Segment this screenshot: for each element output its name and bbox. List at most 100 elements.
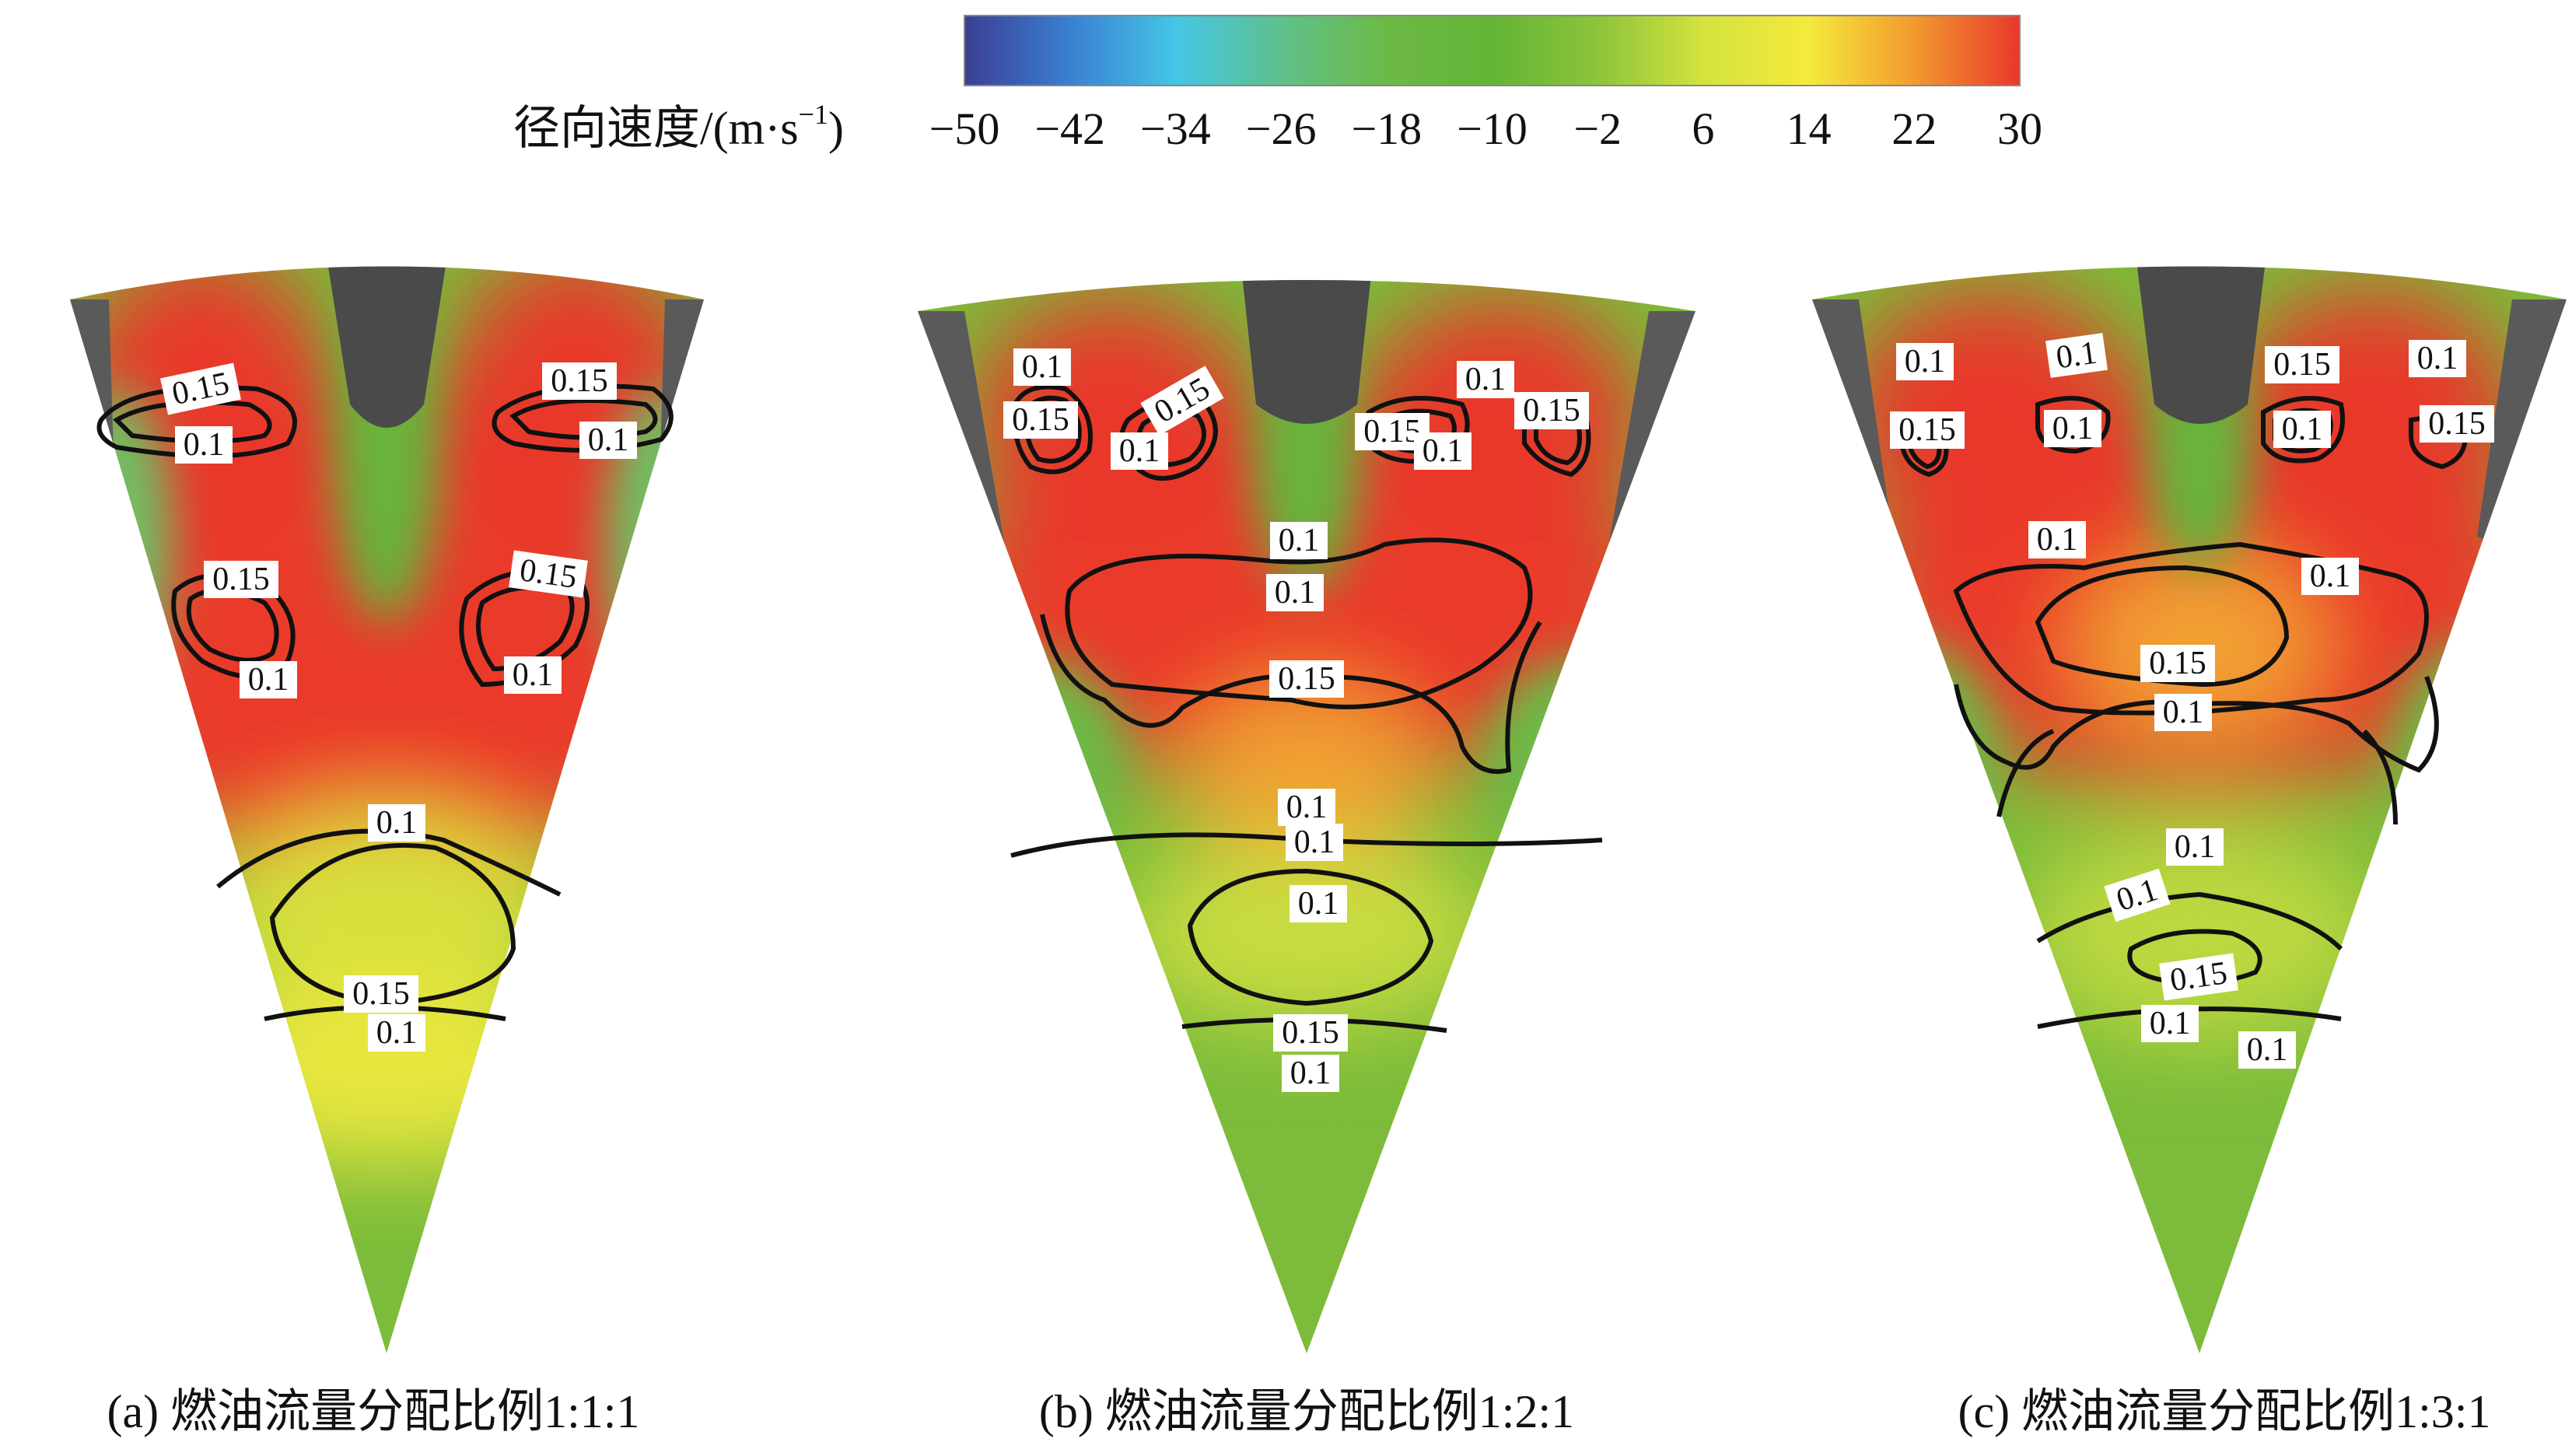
- svg-text:0.15: 0.15: [1363, 414, 1421, 450]
- contour-label: 0.1: [1111, 432, 1168, 470]
- colorbar-title-sup: −1: [799, 99, 828, 130]
- panel-b: 0.10.15 0.150.10.150.10.10.150.10.10.150.…: [918, 280, 1695, 1437]
- panel-a-caption: (a) 燃油流量分配比例1:1:1: [107, 1386, 640, 1437]
- colorbar-title-end: ): [828, 103, 844, 154]
- svg-text:0.1: 0.1: [2054, 335, 2099, 376]
- colorbar-title: 径向速度/(m·s−1): [513, 99, 844, 154]
- contour-label: 0.15: [1890, 411, 1965, 449]
- svg-text:0.1: 0.1: [376, 805, 418, 841]
- contour-label: 0.1: [504, 656, 562, 694]
- svg-text:0.1: 0.1: [2163, 695, 2204, 730]
- colorbar-tick-label: 6: [1692, 103, 1714, 154]
- colorbar-tick-label: −50: [929, 103, 1000, 154]
- svg-text:0.1: 0.1: [2310, 558, 2351, 594]
- svg-text:0.1: 0.1: [2150, 1006, 2191, 1041]
- svg-text:0.1: 0.1: [1905, 344, 1946, 380]
- contour-label: 0.1: [2273, 411, 2331, 448]
- panel-c-contour-labels: 0.1 0.15 0.1 0.1 0.15 0.1 0.1 0.15 0.1 0.1 0.15 0.1…: [1890, 333, 2494, 1069]
- colorbar-tick-label: −34: [1140, 103, 1211, 154]
- colorbar-ticks: −50 −42 −34 −26 −18 −10 −2 6 14 22 30: [929, 103, 2042, 154]
- contour-label: 0.15: [204, 561, 278, 598]
- svg-text:0.15: 0.15: [1012, 402, 1069, 438]
- colorbar: 径向速度/(m·s−1) −50 −42 −34 −26 −18 −10 −2 6 14 22 30: [513, 15, 2042, 154]
- contour-label: 0.15: [1355, 413, 1429, 450]
- svg-text:0.1: 0.1: [1298, 886, 1339, 922]
- svg-text:0.1: 0.1: [1286, 789, 1328, 825]
- contour-label: 0.1: [1289, 885, 1347, 922]
- colorbar-tick-label: −42: [1034, 103, 1105, 154]
- svg-text:0.15: 0.15: [1282, 1015, 1339, 1051]
- svg-text:0.1: 0.1: [1290, 1055, 1331, 1091]
- contour-label: 0.1: [1457, 361, 1514, 398]
- svg-text:0.15: 0.15: [2149, 646, 2206, 681]
- contour-label: 0.1: [1270, 522, 1328, 559]
- svg-text:0.15: 0.15: [2168, 955, 2229, 999]
- contour-label: 0.15: [2159, 953, 2238, 1001]
- contour-label: 0.1: [2028, 521, 2086, 558]
- panel-a-field: [70, 266, 704, 1353]
- svg-text:0.1: 0.1: [376, 1015, 418, 1051]
- contour-label: 0.15: [2420, 405, 2494, 443]
- contour-label: 0.15: [1003, 401, 1078, 439]
- contour-label: 0.15: [1273, 1014, 1348, 1052]
- contour-label: 0.1: [2045, 333, 2108, 378]
- colorbar-tick-label: −18: [1351, 103, 1422, 154]
- svg-text:0.1: 0.1: [1294, 824, 1335, 860]
- svg-text:0.1: 0.1: [2175, 829, 2216, 865]
- panel-b-caption: (b) 燃油流量分配比例1:2:1: [1039, 1386, 1574, 1437]
- contour-label: 0.1: [368, 804, 425, 842]
- colorbar-tick-label: 30: [1997, 103, 2042, 154]
- contour-label: 0.1: [175, 426, 233, 464]
- contour-label: 0.1: [2166, 828, 2224, 866]
- contour-label: 0.1: [368, 1014, 425, 1052]
- svg-text:0.1: 0.1: [248, 662, 289, 698]
- svg-text:0.1: 0.1: [1275, 575, 1316, 611]
- contour-label: 0.1: [2238, 1031, 2296, 1069]
- contour-label: 0.1: [2301, 558, 2359, 595]
- contour-label: 0.15: [509, 550, 588, 598]
- panel-c-caption: (c) 燃油流量分配比例1:3:1: [1958, 1386, 2491, 1437]
- contour-label: 0.1: [2141, 1005, 2199, 1042]
- svg-text:0.1: 0.1: [2417, 341, 2458, 376]
- colorbar-tick-label: −10: [1457, 103, 1527, 154]
- colorbar-tick-label: −2: [1573, 103, 1622, 154]
- contour-label: 0.1: [2409, 340, 2466, 377]
- svg-text:0.1: 0.1: [1279, 523, 1320, 558]
- svg-text:0.15: 0.15: [2428, 406, 2486, 442]
- colorbar-tick-label: 14: [1786, 103, 1832, 154]
- svg-text:0.1: 0.1: [2037, 522, 2078, 558]
- svg-text:0.1: 0.1: [513, 657, 554, 693]
- svg-text:0.1: 0.1: [588, 422, 629, 458]
- svg-text:0.15: 0.15: [1278, 661, 1335, 697]
- svg-text:0.15: 0.15: [212, 562, 270, 597]
- svg-text:0.15: 0.15: [2273, 347, 2331, 383]
- contour-label: 0.1: [1414, 432, 1471, 470]
- panel-a-contour-labels: 0.150.10.150.10.150.10.150.10.10.150.1: [160, 362, 637, 1052]
- contour-label: 0.1: [240, 661, 297, 698]
- contour-label: 0.1: [1266, 574, 1324, 611]
- contour-label: 0.1: [2154, 694, 2212, 731]
- colorbar-tick-label: 22: [1891, 103, 1937, 154]
- contour-label: 0.1: [1278, 789, 1335, 826]
- panel-a: 0.150.10.150.10.150.10.150.10.10.150.1 (…: [70, 266, 704, 1437]
- contour-label: 0.1: [1896, 343, 1954, 380]
- panel-c: 0.1 0.15 0.1 0.1 0.15 0.1 0.1 0.15 0.1 0.1 0.15 0.1…: [1812, 266, 2567, 1437]
- svg-text:0.15: 0.15: [517, 552, 579, 596]
- contour-label: 0.15: [1514, 392, 1589, 429]
- svg-text:0.1: 0.1: [1119, 433, 1160, 469]
- contour-label: 0.1: [1286, 824, 1343, 861]
- contour-label: 0.15: [542, 362, 617, 400]
- svg-text:0.1: 0.1: [1422, 433, 1464, 469]
- contour-label: 0.15: [344, 975, 418, 1013]
- panel-c-field: [1812, 266, 2567, 1353]
- contour-label: 0.1: [1282, 1055, 1339, 1092]
- contour-label: 0.15: [2140, 645, 2215, 682]
- colorbar-tick-label: −26: [1246, 103, 1317, 154]
- svg-text:0.1: 0.1: [2052, 411, 2094, 446]
- contour-label: 0.1: [2044, 410, 2101, 447]
- contour-label: 0.15: [1269, 660, 1344, 698]
- svg-text:0.1: 0.1: [2282, 411, 2323, 447]
- svg-text:0.1: 0.1: [2247, 1032, 2288, 1068]
- contour-label: 0.1: [1013, 348, 1071, 386]
